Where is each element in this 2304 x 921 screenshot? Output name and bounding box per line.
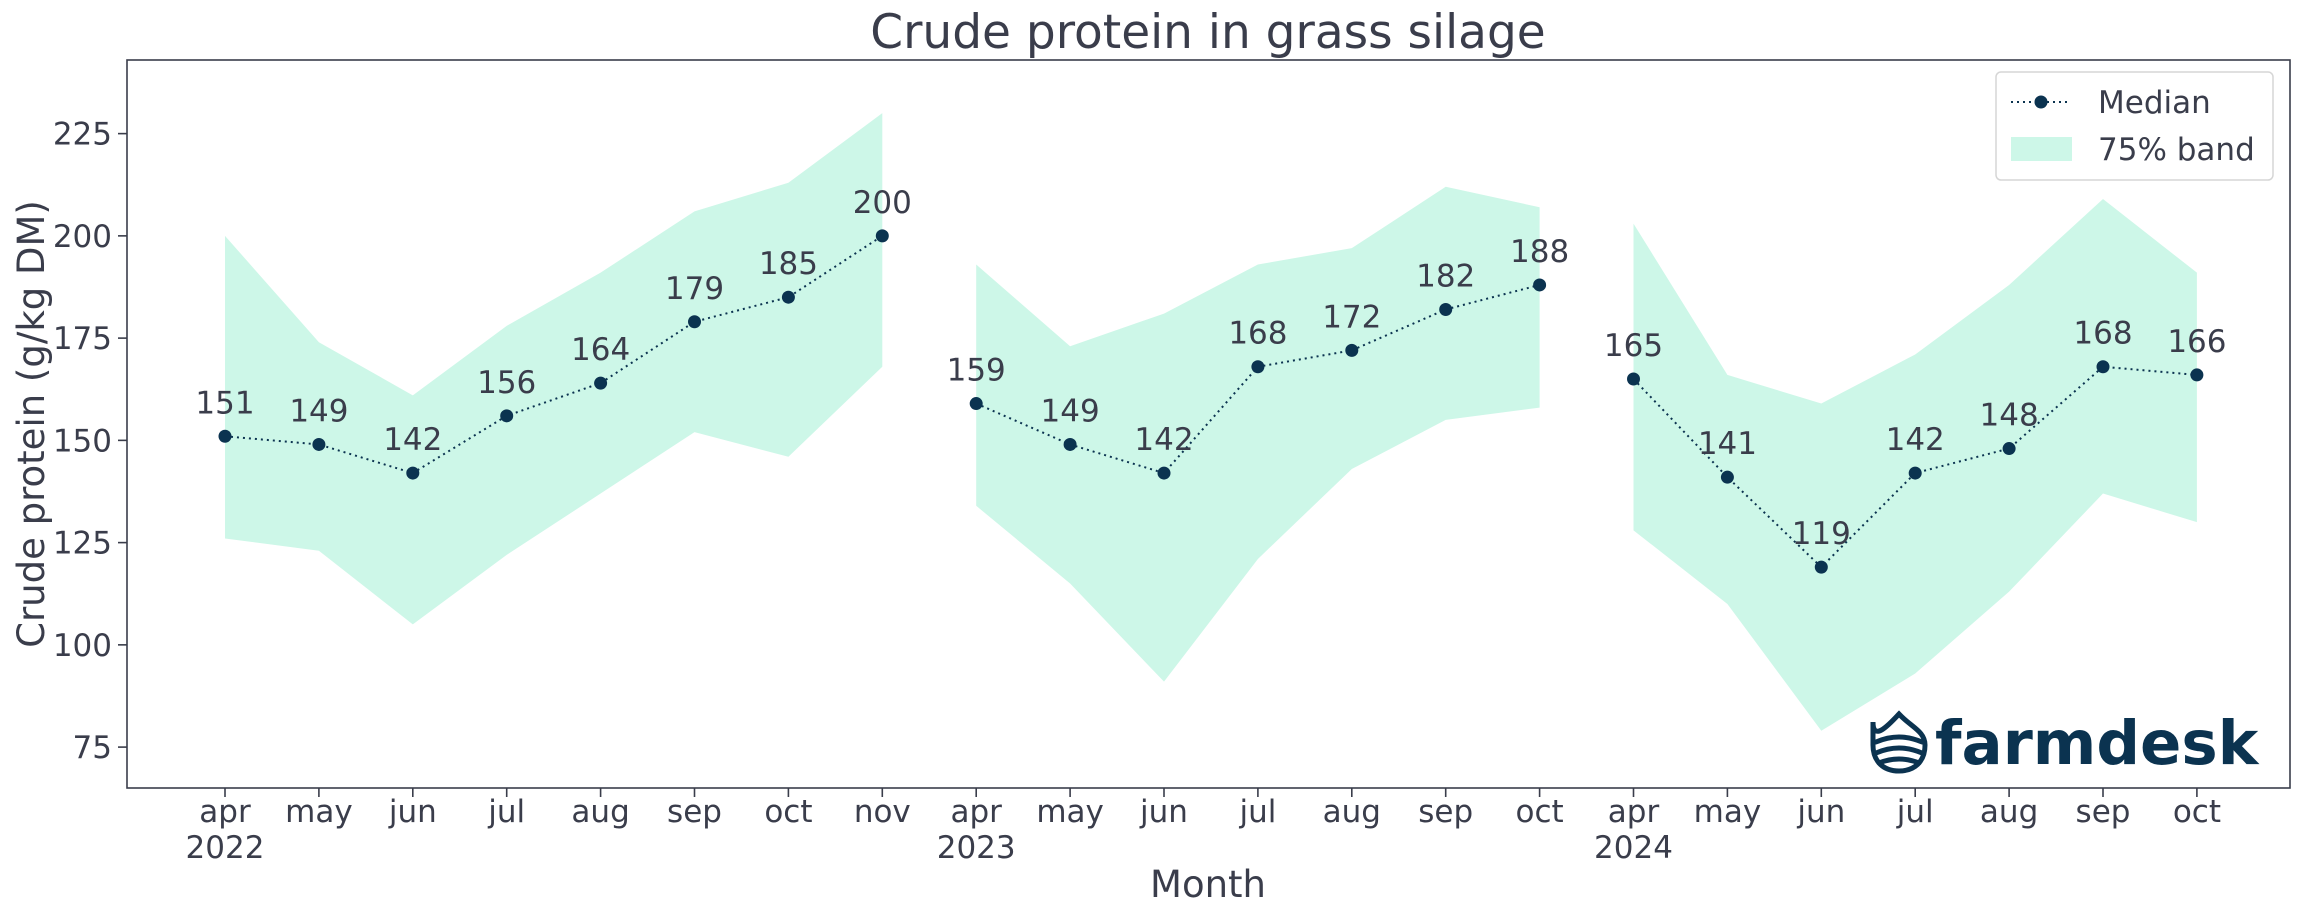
data-label-2024-oct: 166 <box>2167 324 2226 360</box>
x-tick-label-2023-may: may <box>1036 794 1104 830</box>
median-point-2024-aug <box>2002 442 2016 456</box>
x-tick-label-2022-aug: aug <box>571 794 629 830</box>
data-label-2024-sep: 168 <box>2073 316 2132 352</box>
x-tick-label-2022-oct: oct <box>764 794 812 830</box>
median-point-2022-jul <box>500 409 514 423</box>
data-label-2024-may: 141 <box>1698 426 1757 462</box>
median-point-2024-oct <box>2190 368 2204 382</box>
legend-band-label: 75% band <box>2098 132 2255 168</box>
data-label-2022-sep: 179 <box>665 271 724 307</box>
x-tick-label-2024-aug: aug <box>1980 794 2038 830</box>
median-point-2024-sep <box>2096 360 2110 374</box>
median-point-2023-oct <box>1533 278 1547 292</box>
y-tick-label-125: 125 <box>53 526 112 562</box>
median-point-2023-jun <box>1157 466 1171 480</box>
data-label-2022-may: 149 <box>289 393 348 429</box>
x-tick-label-2022-nov: nov <box>854 794 911 830</box>
x-tick-label-2022-jun: jun <box>388 794 437 830</box>
median-point-2023-jul <box>1251 360 1265 374</box>
y-tick-label-175: 175 <box>53 321 112 357</box>
y-tick-label-75: 75 <box>73 730 112 766</box>
x-tick-label-2024-apr: apr <box>1608 794 1660 830</box>
band-layer <box>225 113 2197 731</box>
y-tick-label-100: 100 <box>53 628 112 664</box>
median-point-2023-aug <box>1345 343 1359 357</box>
data-label-2024-jun: 119 <box>1792 516 1851 552</box>
median-point-2023-apr <box>969 397 983 411</box>
x-tick-label-2023-oct: oct <box>1516 794 1564 830</box>
data-label-2022-nov: 200 <box>853 185 912 221</box>
x-tick-label-2022-apr: apr <box>199 794 251 830</box>
x-year-label-2024: 2024 <box>1594 830 1673 866</box>
x-tick-label-2022-may: may <box>285 794 353 830</box>
median-point-2022-may <box>312 437 326 451</box>
median-point-2022-aug <box>594 376 608 390</box>
data-label-2022-apr: 151 <box>195 385 254 421</box>
x-tick-label-2023-apr: apr <box>950 794 1002 830</box>
median-point-2022-apr <box>218 429 232 443</box>
band-2024 <box>1633 199 2197 731</box>
x-tick-label-2024-jul: jul <box>1896 794 1934 830</box>
farmdesk-logo-text: farmdesk <box>1935 708 2260 779</box>
x-year-label-2022: 2022 <box>186 830 265 866</box>
x-tick-label-2024-jun: jun <box>1796 794 1845 830</box>
data-label-layer: 151 149 142 156 164 179 185 200 159 149 142 168 172 1… <box>195 185 2226 552</box>
median-point-2023-sep <box>1439 302 1453 316</box>
median-point-layer <box>218 229 2204 574</box>
x-year-label-2023: 2023 <box>937 830 1016 866</box>
legend-median-marker <box>2034 95 2048 109</box>
data-label-2023-jul: 168 <box>1228 316 1287 352</box>
legend: Median 75% band <box>1995 71 2274 181</box>
data-label-2023-oct: 188 <box>1510 234 1569 270</box>
median-point-2022-oct <box>781 290 795 304</box>
chart-title: Crude protein in grass silage <box>870 5 1545 60</box>
data-label-2022-aug: 164 <box>571 332 630 368</box>
data-label-2022-jun: 142 <box>383 422 442 458</box>
x-tick-label-2023-aug: aug <box>1323 794 1381 830</box>
data-label-2023-apr: 159 <box>947 353 1006 389</box>
median-point-2024-may <box>1720 470 1734 484</box>
x-tick-label-2022-jul: jul <box>487 794 525 830</box>
data-label-2023-jun: 142 <box>1134 422 1193 458</box>
band-2023 <box>976 186 1540 682</box>
x-tick-label-2022-sep: sep <box>667 794 722 830</box>
data-label-2024-jul: 142 <box>1886 422 1945 458</box>
median-point-2022-nov <box>875 229 889 243</box>
legend-band-swatch <box>2011 137 2072 161</box>
x-tick-label-2023-sep: sep <box>1418 794 1473 830</box>
median-point-2024-jun <box>1814 560 1828 574</box>
legend-median-label: Median <box>2098 85 2211 121</box>
median-point-2022-sep <box>688 315 701 329</box>
data-label-2022-oct: 185 <box>759 246 818 282</box>
y-tick-label-225: 225 <box>53 117 112 153</box>
x-tick-label-2024-sep: sep <box>2076 794 2131 830</box>
y-tick-label-150: 150 <box>53 423 112 459</box>
x-tick-label-2024-oct: oct <box>2173 794 2221 830</box>
y-axis-label: Crude protein (g/kg DM) <box>10 200 53 648</box>
x-tick-label-2023-jul: jul <box>1238 794 1276 830</box>
median-point-2022-jun <box>406 466 420 480</box>
x-tick-label-2023-jun: jun <box>1139 794 1188 830</box>
y-tick-label-200: 200 <box>53 219 112 255</box>
band-2022 <box>225 113 883 625</box>
plot-frame <box>126 59 2291 789</box>
median-point-2024-apr <box>1627 372 1640 386</box>
farmdesk-drop-icon <box>1870 710 1928 774</box>
x-axis-label: Month <box>1150 863 1266 906</box>
data-label-2023-may: 149 <box>1041 393 1100 429</box>
data-label-2024-aug: 148 <box>1980 398 2039 434</box>
median-point-2024-jul <box>1908 466 1922 480</box>
farmdesk-logo: farmdesk <box>1870 708 2260 779</box>
data-label-2024-apr: 165 <box>1604 328 1663 364</box>
x-tick-label-2024-may: may <box>1694 794 1762 830</box>
median-point-2023-may <box>1063 437 1077 451</box>
data-label-2023-aug: 172 <box>1322 299 1381 335</box>
median-line-2022 <box>224 235 883 475</box>
y-axis: 75 100 125 150 175 200 225 <box>53 117 127 766</box>
data-label-2022-jul: 156 <box>477 365 536 401</box>
data-label-2023-sep: 182 <box>1416 258 1475 294</box>
